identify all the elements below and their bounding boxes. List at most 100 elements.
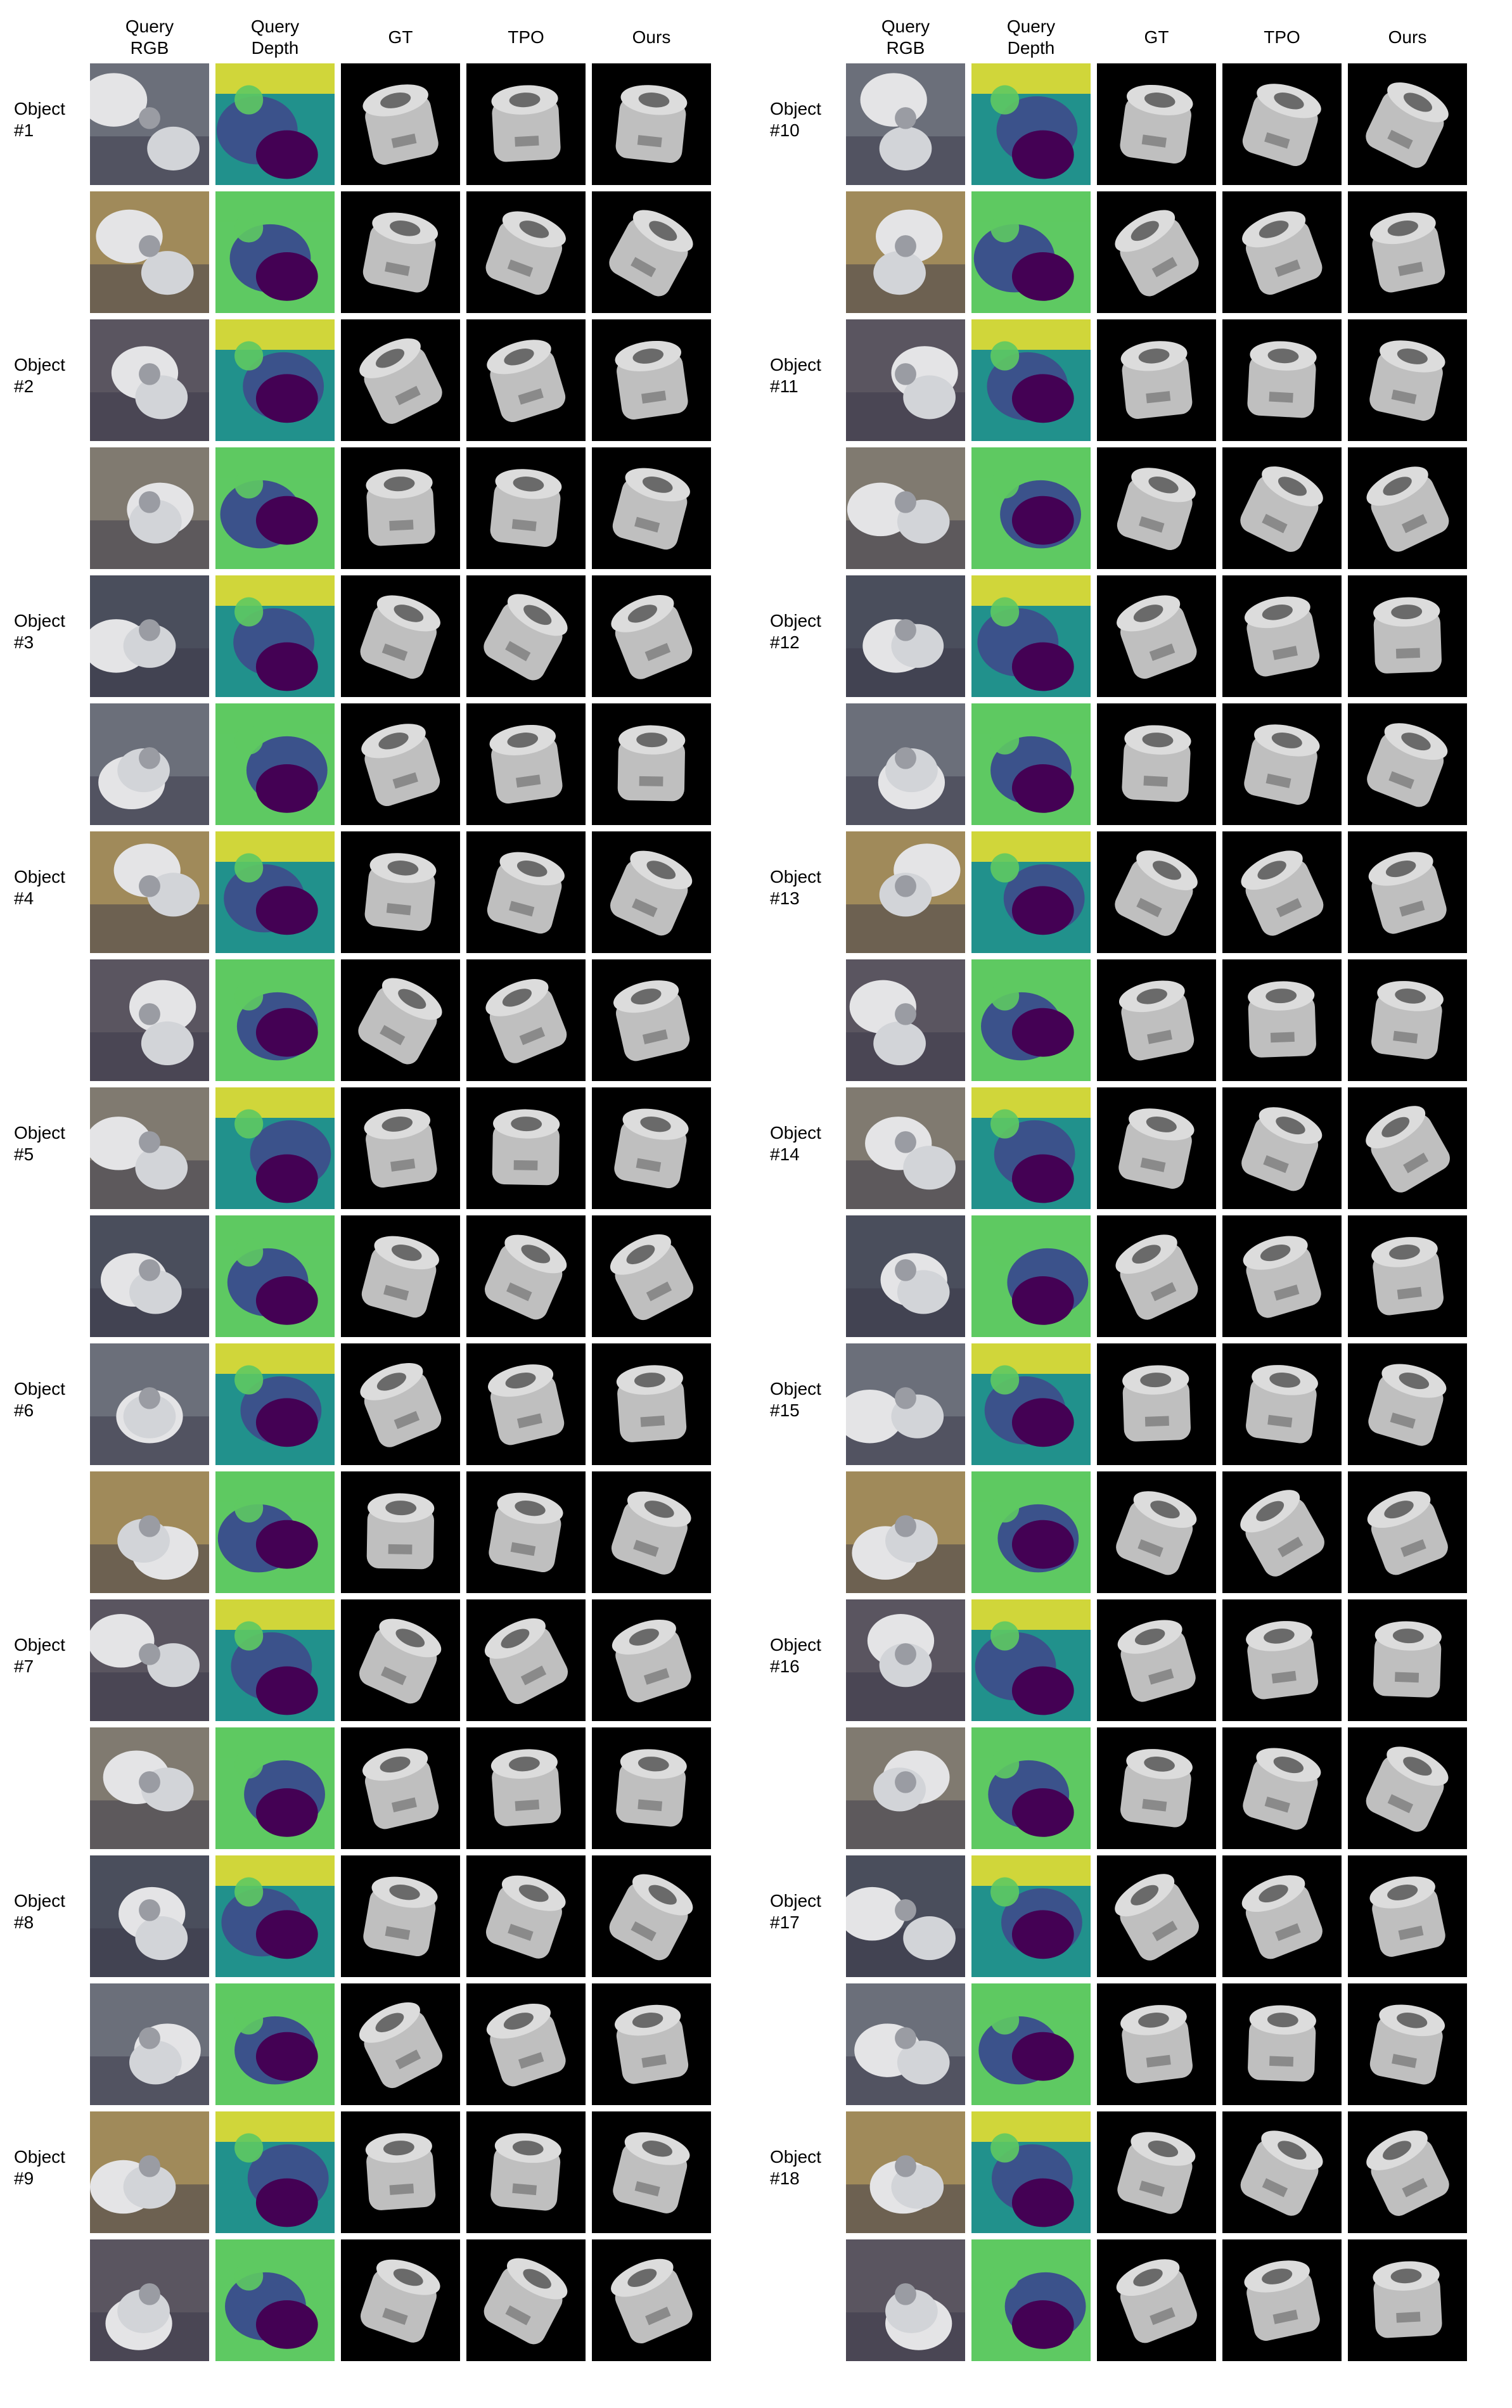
gt-image: [341, 1599, 460, 1721]
gt-image: [341, 703, 460, 825]
tpo-image: [466, 1471, 586, 1593]
tpo-image: [1222, 191, 1342, 313]
rgb-image: [90, 319, 209, 441]
tpo-image: [466, 191, 586, 313]
ours-image: [592, 447, 711, 569]
gt-image: [341, 319, 460, 441]
tpo-image: [1222, 63, 1342, 185]
column-header-gt: GT: [388, 27, 413, 47]
ours-image: [1348, 1855, 1467, 1977]
rgb-image: [846, 1983, 965, 2105]
column-header-ours: Ours: [1388, 27, 1427, 47]
rgb-image: [90, 63, 209, 185]
rgb-image: [90, 1215, 209, 1337]
gt-image: [1097, 319, 1216, 441]
tpo-image: [1222, 447, 1342, 569]
depth-image: [215, 1343, 335, 1465]
ours-image: [1348, 1471, 1467, 1593]
gt-image: [1097, 1599, 1216, 1721]
ours-image: [1348, 831, 1467, 953]
ours-image: [1348, 703, 1467, 825]
gt-image: [341, 2239, 460, 2361]
ours-image: [592, 1087, 711, 1209]
rgb-image: [90, 959, 209, 1081]
gt-image: [1097, 2239, 1216, 2361]
ours-image: [1348, 1215, 1467, 1337]
ours-image: [592, 1599, 711, 1721]
tpo-image: [466, 1087, 586, 1209]
depth-image: [215, 1983, 335, 2105]
rgb-image: [90, 1343, 209, 1465]
column-header-depth: Query Depth: [1006, 16, 1056, 58]
object-label: Object #8: [14, 1891, 65, 1932]
gt-image: [1097, 63, 1216, 185]
object-label: Object #15: [770, 1379, 821, 1420]
gt-image: [341, 447, 460, 569]
gt-image: [341, 1855, 460, 1977]
rgb-image: [846, 1727, 965, 1849]
ours-image: [592, 1471, 711, 1593]
tpo-image: [1222, 2239, 1342, 2361]
object-label: Object #10: [770, 99, 821, 140]
ours-image: [592, 319, 711, 441]
rgb-image: [90, 575, 209, 697]
tpo-image: [1222, 575, 1342, 697]
rgb-image: [846, 63, 965, 185]
object-label: Object #5: [14, 1123, 65, 1164]
tpo-image: [1222, 1215, 1342, 1337]
gt-image: [341, 1215, 460, 1337]
rgb-image: [846, 831, 965, 953]
ours-image: [1348, 575, 1467, 697]
tpo-image: [1222, 1727, 1342, 1849]
rgb-image: [846, 1215, 965, 1337]
object-label: Object #9: [14, 2147, 65, 2188]
rgb-image: [846, 1087, 965, 1209]
depth-image: [971, 1727, 1091, 1849]
gt-image: [341, 1471, 460, 1593]
ours-image: [1348, 1599, 1467, 1721]
rgb-image: [846, 575, 965, 697]
ours-image: [592, 1727, 711, 1849]
tpo-image: [466, 1343, 586, 1465]
column-header-gt: GT: [1144, 27, 1169, 47]
object-label: Object #14: [770, 1123, 821, 1164]
object-label: Object #3: [14, 611, 65, 652]
ours-image: [1348, 2111, 1467, 2233]
ours-image: [592, 575, 711, 697]
tpo-image: [466, 63, 586, 185]
ours-image: [592, 1855, 711, 1977]
depth-image: [971, 1087, 1091, 1209]
depth-image: [971, 831, 1091, 953]
ours-image: [1348, 2239, 1467, 2361]
tpo-image: [1222, 831, 1342, 953]
column-header-depth: Query Depth: [250, 16, 300, 58]
right-panel: Query RGB Query Depth GT TPO Ours Object #10 O…: [756, 0, 1512, 2408]
depth-image: [215, 2111, 335, 2233]
depth-image: [971, 447, 1091, 569]
depth-image: [971, 1215, 1091, 1337]
object-label: Object #4: [14, 867, 65, 908]
depth-image: [971, 959, 1091, 1081]
gt-image: [1097, 1215, 1216, 1337]
ours-image: [1348, 1087, 1467, 1209]
depth-image: [215, 63, 335, 185]
ours-image: [592, 2111, 711, 2233]
depth-image: [215, 1727, 335, 1849]
depth-image: [971, 575, 1091, 697]
tpo-image: [466, 575, 586, 697]
rgb-image: [90, 1087, 209, 1209]
gt-image: [341, 575, 460, 697]
depth-image: [971, 1343, 1091, 1465]
column-header-rgb: Query RGB: [125, 16, 174, 58]
depth-image: [215, 1599, 335, 1721]
ours-image: [592, 2239, 711, 2361]
gt-image: [341, 191, 460, 313]
rgb-image: [90, 703, 209, 825]
object-label: Object #18: [770, 2147, 821, 2188]
ours-image: [592, 1215, 711, 1337]
tpo-image: [466, 1599, 586, 1721]
depth-image: [971, 191, 1091, 313]
rgb-image: [90, 2239, 209, 2361]
tpo-image: [466, 1983, 586, 2105]
tpo-image: [1222, 2111, 1342, 2233]
